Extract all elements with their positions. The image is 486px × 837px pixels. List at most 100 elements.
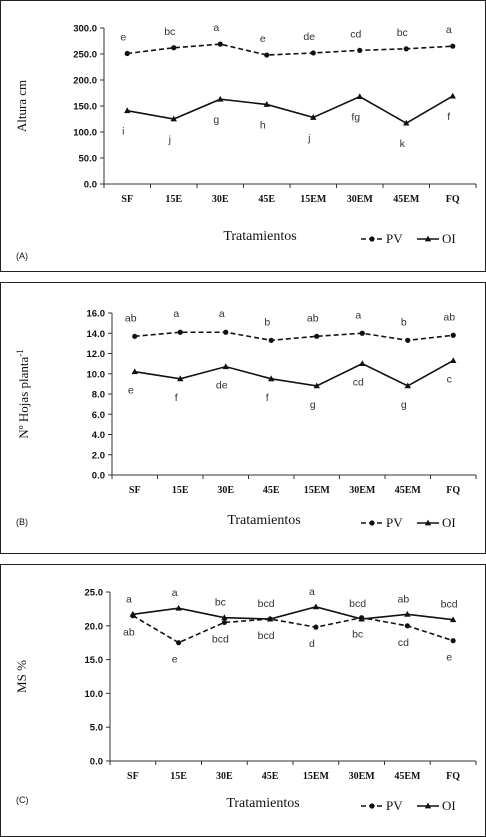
data-point-oi <box>175 604 182 611</box>
significance-letter-pv: bc <box>352 629 363 641</box>
significance-letter-oi: h <box>260 119 266 131</box>
data-point-pv <box>405 337 411 343</box>
x-axis-title: Tratamientos <box>226 796 299 811</box>
significance-letter-oi: f <box>266 392 269 404</box>
x-tick-label: SF <box>127 771 139 782</box>
significance-letter-pv: ab <box>125 312 137 324</box>
significance-letter-oi: bcd <box>441 599 458 611</box>
data-point-pv <box>171 45 177 51</box>
y-axis-title-text: Altura cm <box>14 80 29 132</box>
x-axis-title: Tratamientos <box>223 229 296 244</box>
significance-letter-pv: bcd <box>258 630 275 642</box>
y-tick-label: 0.0 <box>92 471 105 482</box>
data-point-oi <box>310 114 317 120</box>
data-point-oi <box>450 357 457 363</box>
significance-letter-oi: c <box>447 374 452 386</box>
y-tick-label: 10.0 <box>85 689 104 700</box>
significance-letter-oi: j <box>307 132 310 144</box>
y-tick-label: 150.0 <box>73 102 97 113</box>
data-point-pv <box>313 624 319 630</box>
y-tick-label: 250.0 <box>73 50 97 61</box>
data-point-oi <box>359 360 366 367</box>
data-point-pv <box>450 332 456 338</box>
panel-label: (A) <box>16 251 28 261</box>
significance-letter-oi: g <box>401 399 407 411</box>
data-point-oi <box>449 92 456 99</box>
data-point-oi <box>221 614 228 621</box>
legend-label-oi: OI <box>442 798 456 813</box>
data-point-oi <box>404 382 411 389</box>
significance-letter-pv: b <box>401 316 407 328</box>
data-point-oi <box>170 115 177 122</box>
significance-letter-pv: a <box>446 24 452 36</box>
data-point-oi <box>217 95 224 102</box>
significance-letter-oi: g <box>310 399 316 411</box>
data-point-pv <box>223 329 229 335</box>
x-tick-label: 45E <box>263 485 280 496</box>
y-tick-label: 300.0 <box>73 24 97 35</box>
y-axis-title: MS % <box>14 660 29 693</box>
legend-marker-oi <box>424 235 432 242</box>
data-point-oi <box>312 603 320 610</box>
significance-letter-pv: ab <box>123 627 135 639</box>
y-tick-label: 14.0 <box>87 329 106 340</box>
x-tick-label: 45E <box>258 194 275 205</box>
x-tick-label: 30E <box>212 194 229 205</box>
data-point-oi <box>403 119 410 126</box>
legend-marker-pv <box>369 520 375 526</box>
x-tick-label: 30EM <box>349 771 376 782</box>
significance-letter-oi: bcd <box>258 598 275 610</box>
y-tick-label: 100.0 <box>73 128 97 139</box>
y-tick-label: 12.0 <box>87 349 106 360</box>
data-point-oi <box>124 107 131 114</box>
significance-letter-pv: b <box>264 316 270 328</box>
legend-label-pv: PV <box>386 798 403 813</box>
x-tick-label: 45EM <box>393 194 420 205</box>
data-point-pv <box>403 46 409 52</box>
data-point-oi <box>313 382 320 389</box>
data-point-oi <box>263 101 270 107</box>
x-tick-label: 30E <box>216 771 233 782</box>
y-axis-title-superscript: -1 <box>15 349 25 357</box>
y-axis-title: Nº Hojas planta-1 <box>15 349 31 439</box>
series-line-oi <box>134 359 454 387</box>
data-point-oi <box>177 375 184 382</box>
series-line-oi <box>127 95 454 125</box>
y-axis-title-text: MS % <box>14 660 29 693</box>
series-line-pv <box>134 331 454 342</box>
significance-letter-oi: f <box>175 392 178 404</box>
series-line-oi <box>132 606 454 621</box>
significance-letter-oi: ab <box>398 593 410 605</box>
legend-label-oi: OI <box>442 515 456 530</box>
x-tick-label: 15E <box>170 771 187 782</box>
significance-letter-oi: f <box>447 111 450 123</box>
y-tick-label: 4.0 <box>92 430 105 441</box>
legend-marker-pv <box>369 236 375 242</box>
significance-letter-oi: e <box>128 385 134 397</box>
x-tick-label: FQ <box>446 771 460 782</box>
data-point-oi <box>358 615 365 622</box>
y-tick-label: 2.0 <box>92 450 105 461</box>
significance-letter-pv: d <box>309 638 315 650</box>
x-tick-label: 15E <box>172 485 189 496</box>
significance-letter-oi: bc <box>215 597 226 609</box>
series-line-pv <box>127 43 453 56</box>
chart-b-svg: 0.0 2.0 4.0 6.0 8.0 10.0 12.0 14.0 16.0 SF 15E 30E 4… <box>0 282 486 554</box>
x-tick-label: 30E <box>217 485 234 496</box>
significance-letter-pv: cd <box>398 637 409 649</box>
series-line-pv <box>132 614 454 644</box>
x-tick-label: 45E <box>262 771 279 782</box>
y-axis-title-text: Nº Hojas planta <box>16 357 31 439</box>
y-tick-label: 5.0 <box>90 723 103 734</box>
data-point-pv <box>177 329 183 335</box>
x-axis-title: Tratamientos <box>227 513 300 528</box>
legend-marker-oi <box>424 519 432 526</box>
significance-letter-pv: bc <box>397 27 408 39</box>
data-point-oi <box>131 368 138 375</box>
x-tick-label: FQ <box>446 485 460 496</box>
legend-label-pv: PV <box>386 515 403 530</box>
x-tick-label: SF <box>129 485 141 496</box>
significance-letter-oi: i <box>122 126 124 138</box>
significance-letter-oi: a <box>309 586 315 598</box>
significance-letter-pv: e <box>260 33 266 45</box>
